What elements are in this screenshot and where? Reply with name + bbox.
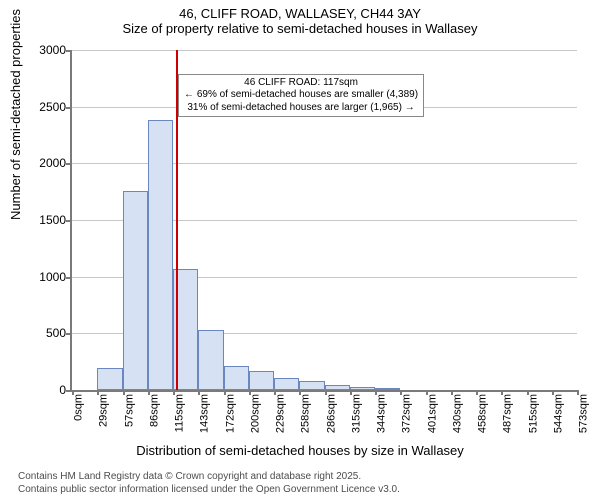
title-line-1: 46, CLIFF ROAD, WALLASEY, CH44 3AY bbox=[0, 6, 600, 21]
xtick-label: 487sqm bbox=[502, 394, 514, 433]
xtick-label: 115sqm bbox=[174, 394, 186, 432]
histogram-bar bbox=[299, 381, 324, 390]
xtick-label: 29sqm bbox=[98, 394, 110, 427]
xtick-label: 344sqm bbox=[376, 394, 388, 433]
x-axis-label: Distribution of semi-detached houses by … bbox=[0, 443, 600, 458]
annotation-line-3: 31% of semi-detached houses are larger (… bbox=[184, 102, 418, 115]
xtick-label: 86sqm bbox=[148, 394, 160, 427]
xtick-label: 286sqm bbox=[325, 394, 337, 433]
annotation-line-1: 46 CLIFF ROAD: 117sqm bbox=[184, 77, 418, 90]
histogram-bar bbox=[325, 385, 350, 390]
ytick-mark bbox=[66, 163, 72, 165]
xtick-label: 372sqm bbox=[401, 394, 413, 433]
xtick-label: 200sqm bbox=[249, 394, 261, 433]
xtick-label: 57sqm bbox=[123, 394, 135, 427]
footer-line-1: Contains HM Land Registry data © Crown c… bbox=[18, 471, 400, 484]
annotation-box: 46 CLIFF ROAD: 117sqm ← 69% of semi-deta… bbox=[178, 74, 424, 118]
chart-title: 46, CLIFF ROAD, WALLASEY, CH44 3AY Size … bbox=[0, 0, 600, 36]
ytick-label: 500 bbox=[46, 326, 66, 340]
title-line-2: Size of property relative to semi-detach… bbox=[0, 21, 600, 36]
xtick-label: 258sqm bbox=[300, 394, 312, 433]
histogram-bar bbox=[97, 368, 122, 390]
footer-line-2: Contains public sector information licen… bbox=[18, 484, 400, 497]
ytick-label: 3000 bbox=[39, 43, 66, 57]
ytick-mark bbox=[66, 220, 72, 222]
ytick-label: 2500 bbox=[39, 100, 66, 114]
histogram-bar bbox=[350, 387, 375, 390]
ytick-label: 0 bbox=[59, 383, 66, 397]
y-axis-label: Number of semi-detached properties bbox=[8, 9, 23, 220]
xtick-label: 515sqm bbox=[527, 394, 539, 433]
xtick-label: 315sqm bbox=[350, 394, 362, 433]
histogram-bar bbox=[224, 366, 249, 390]
ytick-mark bbox=[66, 277, 72, 279]
footer-attribution: Contains HM Land Registry data © Crown c… bbox=[18, 471, 400, 496]
xtick-label: 0sqm bbox=[73, 394, 85, 421]
gridline bbox=[72, 50, 577, 51]
histogram-bar bbox=[148, 120, 173, 390]
annotation-line-2: ← 69% of semi-detached houses are smalle… bbox=[184, 89, 418, 102]
histogram-chart: 0500100015002000250030000sqm29sqm57sqm86… bbox=[70, 50, 577, 392]
xtick-label: 430sqm bbox=[451, 394, 463, 433]
ytick-label: 2000 bbox=[39, 156, 66, 170]
histogram-bar bbox=[123, 191, 148, 390]
ytick-label: 1000 bbox=[39, 270, 66, 284]
ytick-mark bbox=[66, 333, 72, 335]
xtick-label: 573sqm bbox=[578, 394, 590, 433]
ytick-label: 1500 bbox=[39, 213, 66, 227]
xtick-label: 143sqm bbox=[199, 394, 211, 433]
xtick-label: 401sqm bbox=[426, 394, 438, 433]
histogram-bar bbox=[249, 371, 274, 390]
ytick-mark bbox=[66, 50, 72, 52]
histogram-bar bbox=[375, 388, 400, 390]
xtick-label: 544sqm bbox=[552, 394, 564, 433]
xtick-label: 172sqm bbox=[224, 394, 236, 433]
ytick-mark bbox=[66, 107, 72, 109]
histogram-bar bbox=[274, 378, 299, 390]
xtick-label: 458sqm bbox=[477, 394, 489, 433]
histogram-bar bbox=[198, 330, 223, 390]
xtick-label: 229sqm bbox=[275, 394, 287, 433]
